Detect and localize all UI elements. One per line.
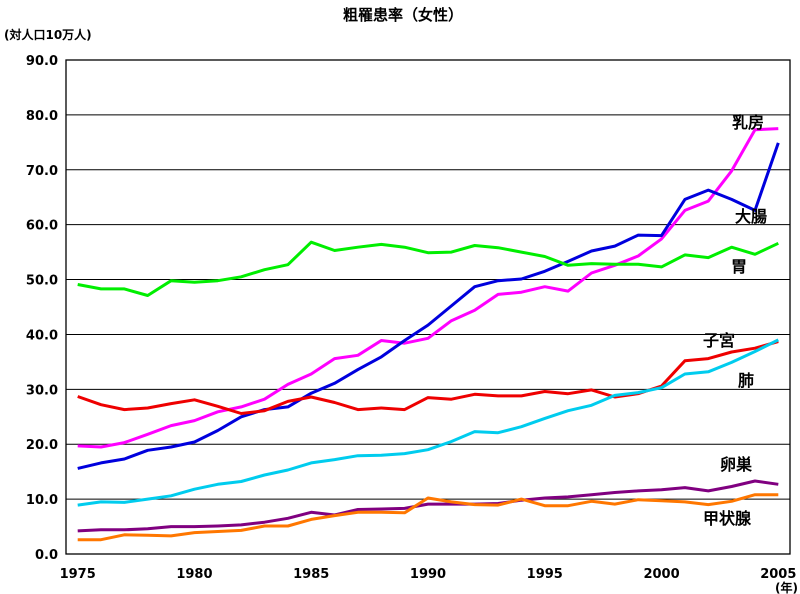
series-line-1 [77, 142, 780, 470]
series-line-4 [77, 338, 779, 507]
series-label: 甲状腺 [703, 509, 752, 528]
y-axis-unit: (対人口10万人) [4, 27, 92, 42]
series-label: 肺 [738, 371, 754, 390]
series-label: 大腸 [735, 207, 767, 226]
y-tick-label: 20.0 [26, 438, 58, 453]
plot-frame [65, 59, 791, 555]
series-line-2 [77, 240, 779, 297]
y-tick-label: 70.0 [26, 164, 58, 179]
x-tick-label: 1990 [410, 567, 446, 582]
x-tick-label: 1985 [293, 567, 329, 582]
series-line-6 [77, 493, 779, 542]
y-tick-label: 90.0 [26, 54, 58, 69]
series-line-0 [77, 127, 779, 449]
x-tick-label: 1975 [60, 567, 96, 582]
series-label: 卵巣 [720, 455, 753, 474]
y-tick-labels: 0.0 10.0 20.0 30.0 40.0 50.0 60.0 70.0 80.0 90.0 [26, 54, 58, 563]
series-label: 乳房 [732, 113, 764, 132]
gridlines [66, 114, 790, 500]
x-tick-label: 1980 [176, 567, 212, 582]
x-tick-label: 1995 [527, 567, 563, 582]
y-tick-label: 30.0 [26, 383, 58, 398]
series-line-5 [77, 479, 779, 533]
x-axis-unit: (年) [775, 580, 798, 594]
x-tick-label: 2005 [760, 567, 796, 582]
x-tick-labels: 1975 1980 1985 1990 1995 2000 2005 [60, 567, 797, 582]
x-tick-label: 2000 [643, 567, 679, 582]
y-tick-label: 50.0 [26, 274, 58, 289]
chart-title: 粗罹患率（女性） [343, 6, 463, 24]
y-tick-label: 60.0 [26, 219, 58, 234]
series-label: 胃 [731, 257, 747, 276]
y-tick-label: 80.0 [26, 109, 58, 124]
series-line-3 [77, 340, 779, 415]
y-tick-label: 10.0 [26, 493, 58, 508]
series-lines [77, 127, 780, 542]
series-label: 子宮 [703, 331, 735, 350]
y-tick-label: 0.0 [35, 548, 58, 563]
y-tick-label: 40.0 [26, 328, 58, 343]
